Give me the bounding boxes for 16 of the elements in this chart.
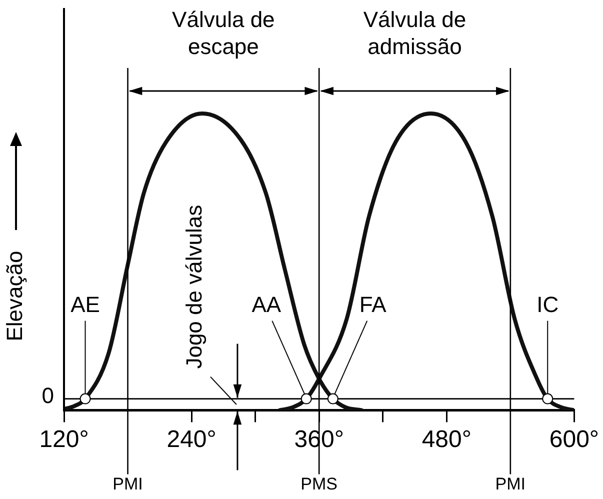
annotation: FA: [359, 292, 387, 317]
x-tick-label: 480°: [422, 426, 472, 454]
ref-line-label: PMS: [300, 474, 338, 494]
ref-line-label: 0: [42, 382, 54, 408]
annotation: AE: [70, 292, 100, 317]
text: Válvula de admissão: [363, 7, 466, 60]
y-axis-title: Elevação: [2, 250, 28, 342]
x-tick-label: 120°: [39, 426, 89, 454]
ref-line-label: PMI: [495, 474, 526, 494]
x-tick-label: 600°: [549, 426, 599, 454]
annotation: Jogo de válvulas: [182, 204, 207, 369]
annotation: IC: [536, 292, 559, 317]
x-tick-label: 240°: [166, 426, 216, 454]
text: Válvula de escape: [172, 7, 275, 60]
annotation: AA: [252, 292, 282, 317]
ref-line-label: PMI: [112, 474, 143, 494]
